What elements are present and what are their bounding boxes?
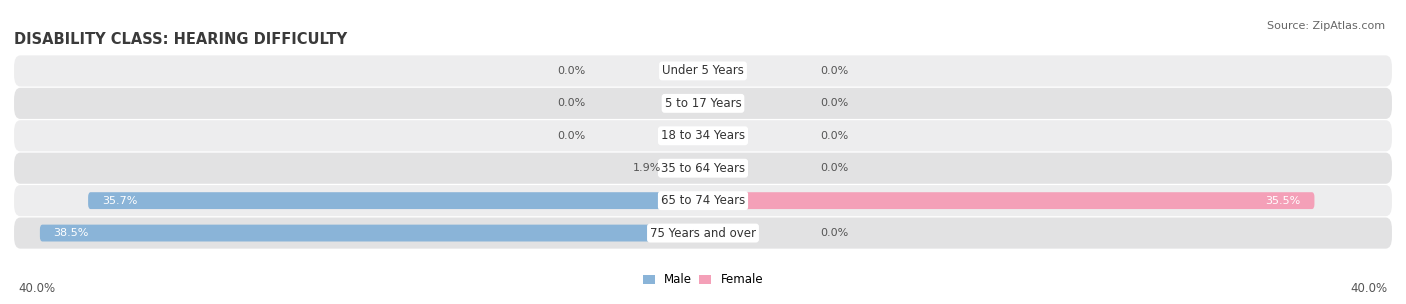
Text: 35 to 64 Years: 35 to 64 Years — [661, 162, 745, 175]
FancyBboxPatch shape — [14, 217, 1392, 249]
Text: 0.0%: 0.0% — [820, 163, 848, 173]
Text: 0.0%: 0.0% — [820, 66, 848, 76]
Text: 35.7%: 35.7% — [101, 196, 138, 206]
Text: 40.0%: 40.0% — [18, 282, 55, 295]
FancyBboxPatch shape — [671, 160, 703, 177]
Text: 65 to 74 Years: 65 to 74 Years — [661, 194, 745, 207]
Text: DISABILITY CLASS: HEARING DIFFICULTY: DISABILITY CLASS: HEARING DIFFICULTY — [14, 32, 347, 47]
Text: 0.0%: 0.0% — [558, 131, 586, 141]
Text: 0.0%: 0.0% — [558, 66, 586, 76]
Text: 0.0%: 0.0% — [820, 131, 848, 141]
Text: 0.0%: 0.0% — [820, 228, 848, 238]
Text: Under 5 Years: Under 5 Years — [662, 64, 744, 78]
FancyBboxPatch shape — [14, 185, 1392, 216]
Legend: Male, Female: Male, Female — [643, 273, 763, 286]
FancyBboxPatch shape — [14, 55, 1392, 87]
FancyBboxPatch shape — [89, 192, 703, 209]
FancyBboxPatch shape — [14, 88, 1392, 119]
FancyBboxPatch shape — [703, 192, 1315, 209]
Text: 0.0%: 0.0% — [820, 98, 848, 108]
Text: Source: ZipAtlas.com: Source: ZipAtlas.com — [1267, 21, 1385, 31]
Text: 38.5%: 38.5% — [53, 228, 89, 238]
Text: 35.5%: 35.5% — [1265, 196, 1301, 206]
Text: 0.0%: 0.0% — [558, 98, 586, 108]
Text: 40.0%: 40.0% — [1351, 282, 1388, 295]
FancyBboxPatch shape — [14, 120, 1392, 151]
Text: 18 to 34 Years: 18 to 34 Years — [661, 129, 745, 142]
Text: 1.9%: 1.9% — [633, 163, 662, 173]
Text: 5 to 17 Years: 5 to 17 Years — [665, 97, 741, 110]
FancyBboxPatch shape — [39, 225, 703, 241]
FancyBboxPatch shape — [14, 153, 1392, 184]
Text: 75 Years and over: 75 Years and over — [650, 226, 756, 240]
